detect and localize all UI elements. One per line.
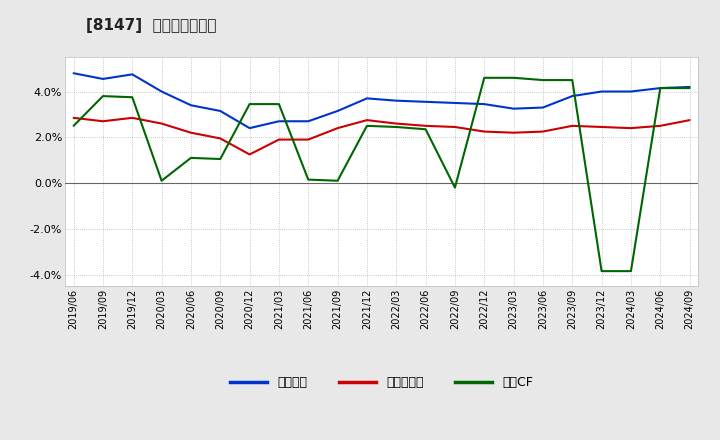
Text: [8147]  マージンの推移: [8147] マージンの推移 xyxy=(86,18,217,33)
Legend: 経常利益, 当期純利益, 営業CF: 経常利益, 当期純利益, 営業CF xyxy=(225,371,539,394)
